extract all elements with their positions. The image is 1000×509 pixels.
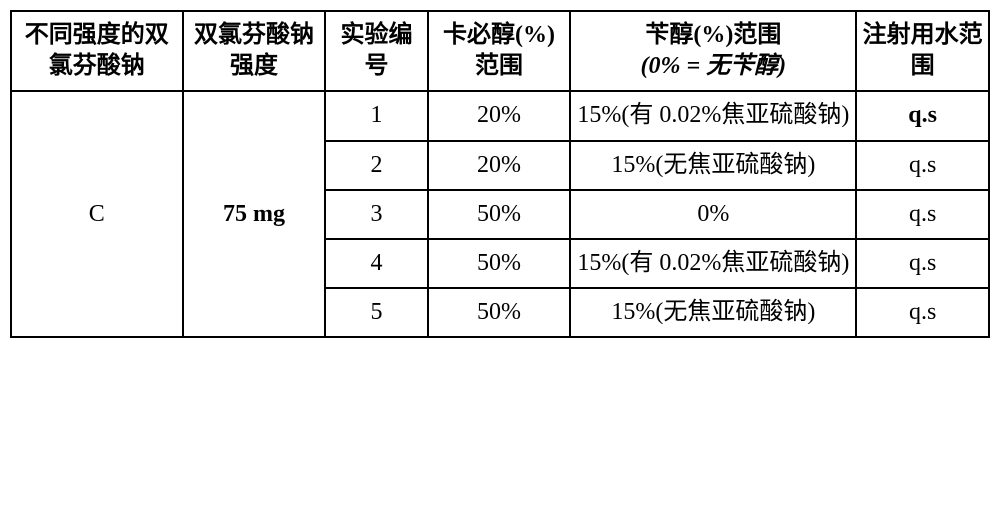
- cell-exp-no: 3: [325, 190, 427, 239]
- cell-benzyl: 15%(无焦亚硫酸钠): [570, 288, 856, 337]
- cell-exp-no: 1: [325, 91, 427, 140]
- cell-carbitol: 20%: [428, 141, 571, 190]
- table-body: C 75 mg 1 20% 15%(有 0.02%焦亚硫酸钠) q.s 2 20…: [11, 91, 989, 337]
- col-header-water: 注射用水范围: [856, 11, 989, 91]
- cell-carbitol: 50%: [428, 190, 571, 239]
- cell-group-code: C: [11, 91, 183, 337]
- cell-water: q.s: [856, 91, 989, 140]
- col-header-benzyl-sub: (0% = 无苄醇): [641, 53, 787, 79]
- col-header-benzyl: 苄醇(%)范围 (0% = 无苄醇): [570, 11, 856, 91]
- col-header-carbitol: 卡必醇(%)范围: [428, 11, 571, 91]
- cell-benzyl: 15%(无焦亚硫酸钠): [570, 141, 856, 190]
- cell-benzyl: 0%: [570, 190, 856, 239]
- col-header-strength-group: 不同强度的双氯芬酸钠: [11, 11, 183, 91]
- table-row: C 75 mg 1 20% 15%(有 0.02%焦亚硫酸钠) q.s: [11, 91, 989, 140]
- cell-benzyl: 15%(有 0.02%焦亚硫酸钠): [570, 91, 856, 140]
- cell-exp-no: 5: [325, 288, 427, 337]
- cell-water: q.s: [856, 239, 989, 288]
- cell-exp-no: 4: [325, 239, 427, 288]
- cell-water: q.s: [856, 288, 989, 337]
- cell-exp-no: 2: [325, 141, 427, 190]
- cell-carbitol: 20%: [428, 91, 571, 140]
- cell-carbitol: 50%: [428, 239, 571, 288]
- cell-water: q.s: [856, 141, 989, 190]
- col-header-benzyl-main: 苄醇(%)范围: [645, 22, 781, 48]
- header-row: 不同强度的双氯芬酸钠 双氯芬酸钠强度 实验编号 卡必醇(%)范围 苄醇(%)范围…: [11, 11, 989, 91]
- cell-carbitol: 50%: [428, 288, 571, 337]
- col-header-exp-no: 实验编号: [325, 11, 427, 91]
- cell-water: q.s: [856, 190, 989, 239]
- data-table: 不同强度的双氯芬酸钠 双氯芬酸钠强度 实验编号 卡必醇(%)范围 苄醇(%)范围…: [10, 10, 990, 338]
- cell-strength: 75 mg: [183, 91, 326, 337]
- col-header-strength: 双氯芬酸钠强度: [183, 11, 326, 91]
- cell-benzyl: 15%(有 0.02%焦亚硫酸钠): [570, 239, 856, 288]
